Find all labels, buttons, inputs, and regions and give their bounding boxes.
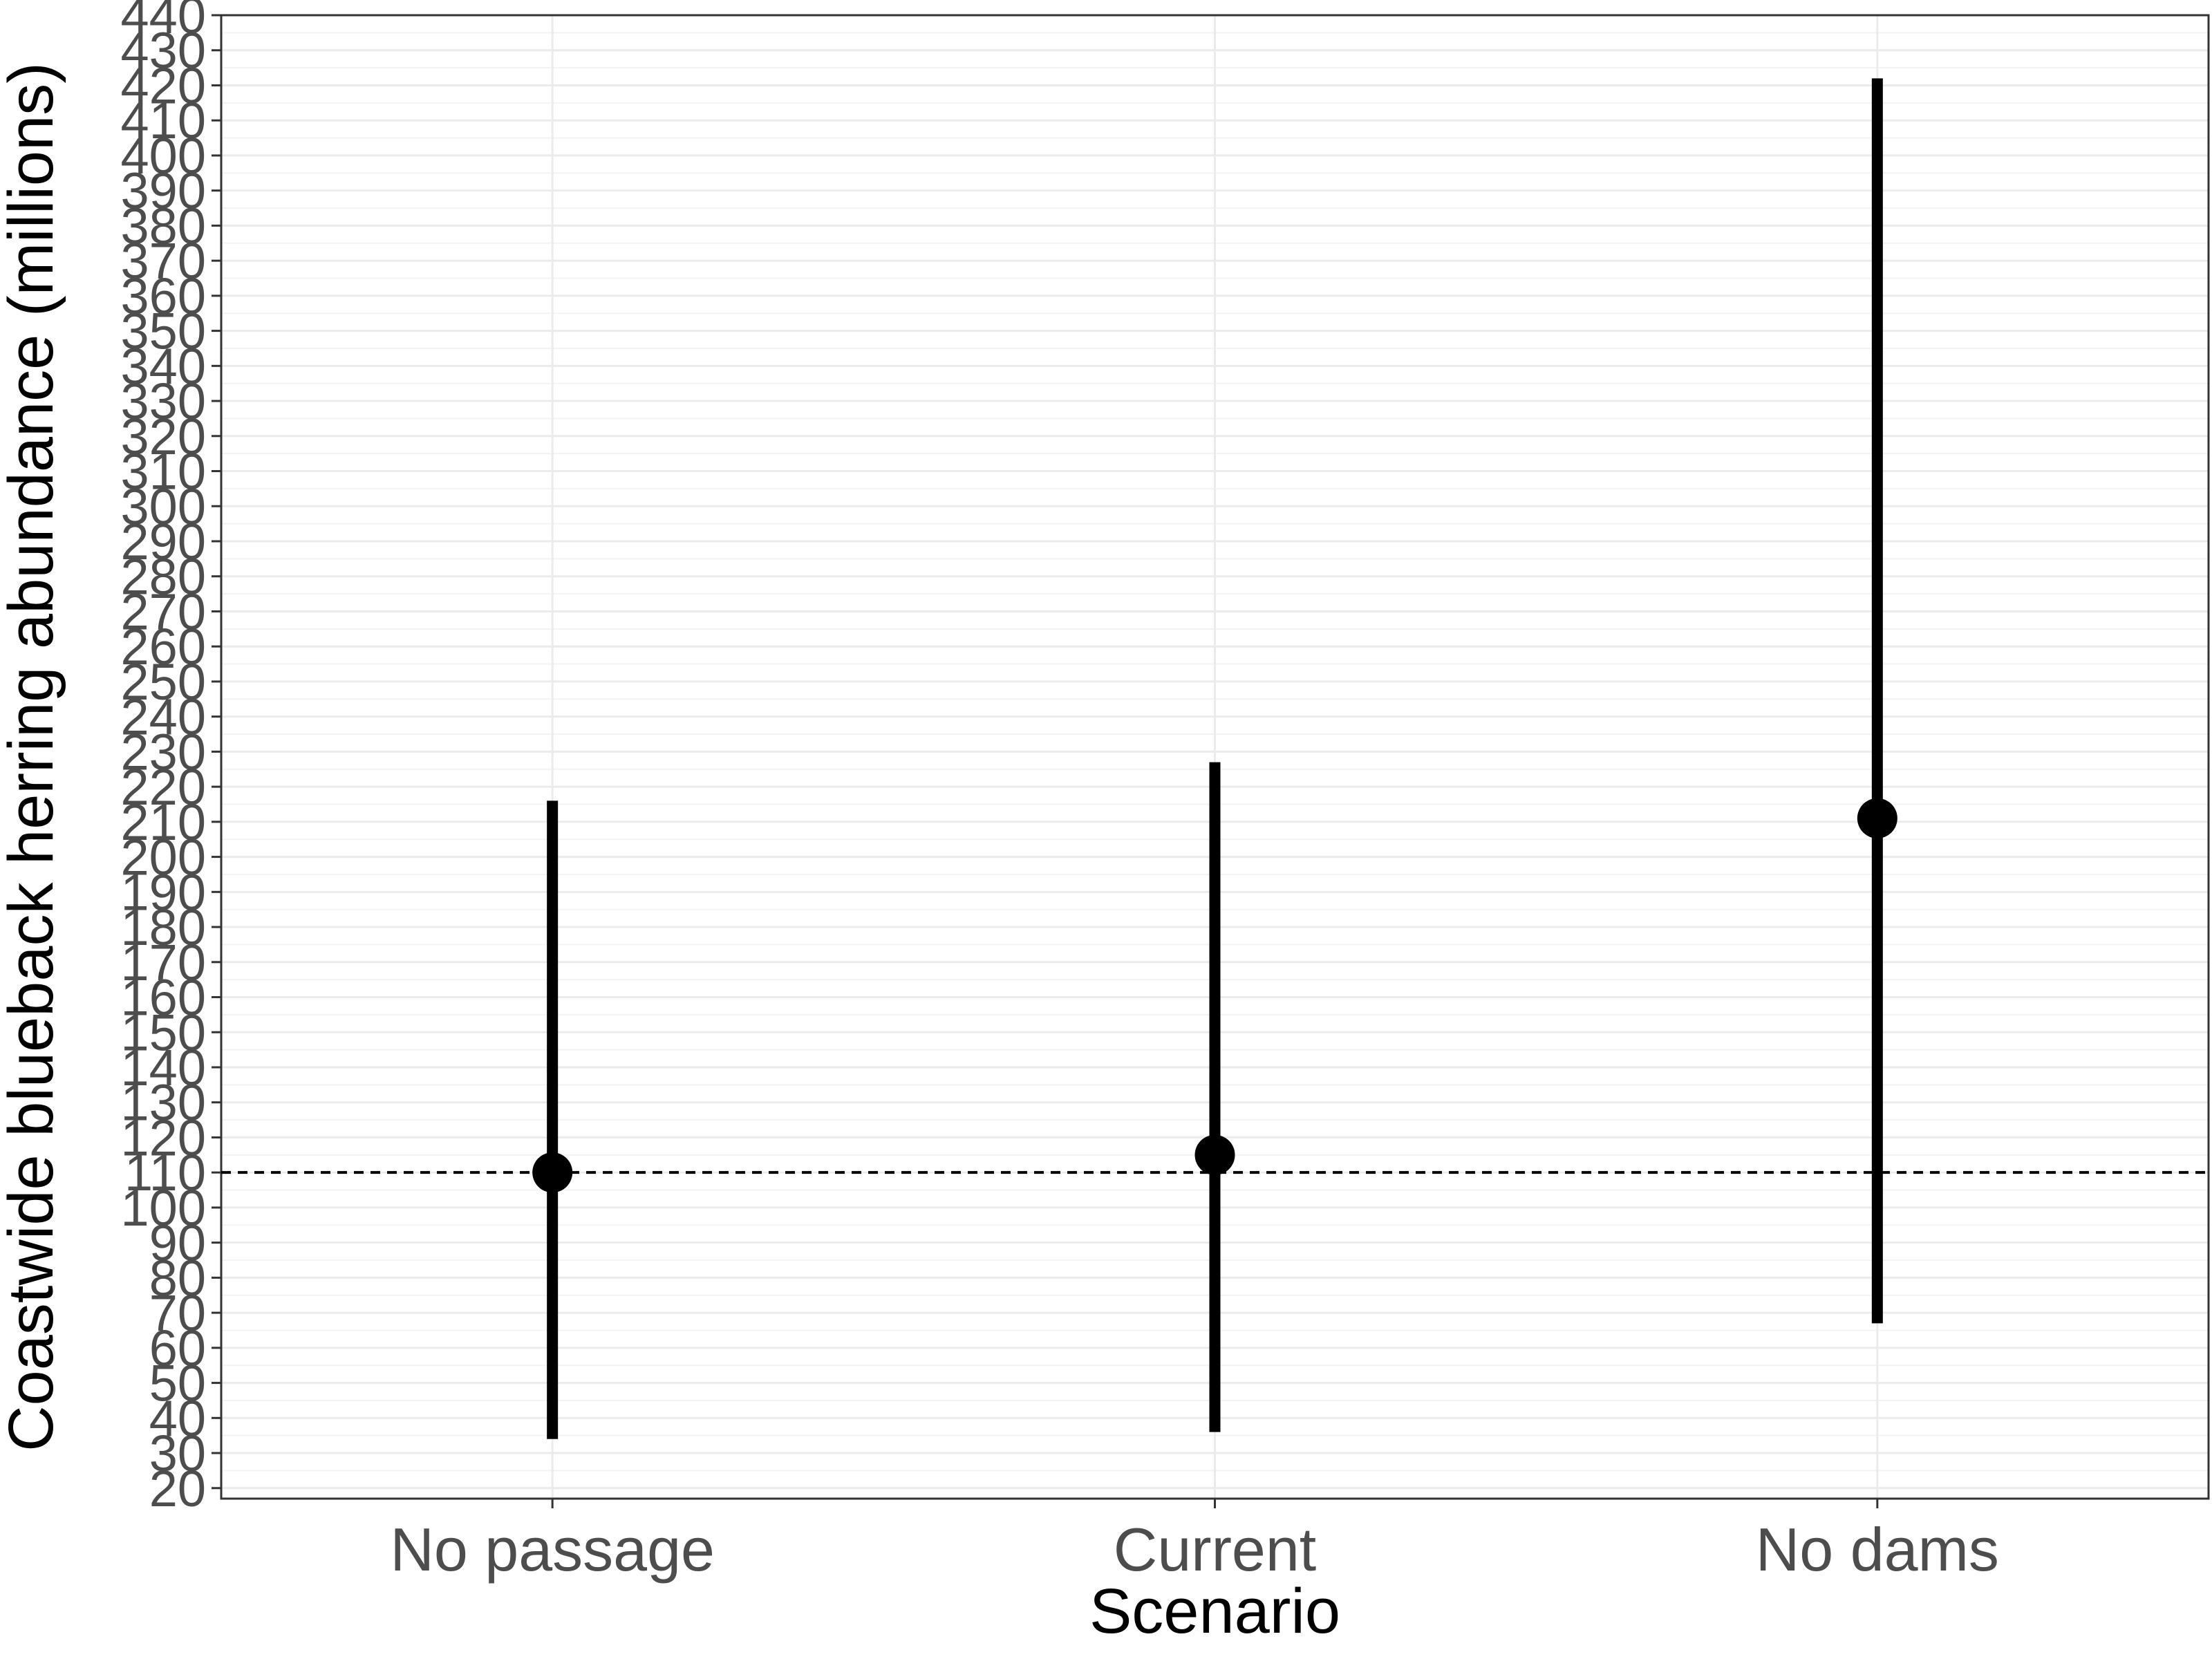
- y-tick-label: 310: [121, 443, 206, 500]
- y-tick-label: 220: [121, 758, 206, 816]
- y-tick-label: 260: [121, 618, 206, 675]
- y-tick-label: 160: [121, 969, 206, 1027]
- y-tick-label: 270: [121, 583, 206, 640]
- data-point: [1857, 798, 1897, 838]
- y-tick-label: 100: [121, 1179, 206, 1237]
- y-tick-label: 350: [121, 303, 206, 360]
- y-tick-label: 170: [121, 934, 206, 991]
- y-tick-label: 420: [121, 57, 206, 114]
- y-tick-label: 50: [149, 1355, 206, 1412]
- y-tick-label: 280: [121, 548, 206, 606]
- x-axis: No passage Current No dams: [390, 1499, 1999, 1584]
- y-tick-label: 200: [121, 829, 206, 886]
- data-point: [1194, 1134, 1235, 1175]
- y-tick-label: 110: [124, 1144, 206, 1201]
- y-tick-label: 150: [121, 1004, 206, 1061]
- y-tick-label: 20: [149, 1460, 206, 1517]
- y-tick-label: 120: [121, 1109, 206, 1166]
- y-axis-title: Coastwide blueback herring abundance (mi…: [0, 62, 66, 1452]
- y-tick-label: 140: [121, 1039, 206, 1096]
- y-tick-label: 440: [121, 0, 206, 44]
- y-tick-label: 80: [149, 1249, 206, 1306]
- y-tick-label: 390: [121, 162, 206, 220]
- y-tick-label: 250: [121, 653, 206, 711]
- y-tick-label: 40: [149, 1389, 206, 1447]
- data-point: [532, 1152, 573, 1193]
- y-tick-label: 290: [121, 513, 206, 570]
- y-tick-label: 360: [121, 268, 206, 325]
- x-tick-label: Current: [1114, 1515, 1316, 1584]
- y-tick-label: 210: [121, 794, 206, 851]
- y-tick-label: 190: [121, 863, 206, 921]
- y-tick-label: 30: [149, 1425, 206, 1482]
- y-tick-label: 300: [121, 478, 206, 535]
- data-marks: [532, 78, 1897, 1439]
- y-axis: 2030405060708090100110120130140150160170…: [121, 0, 221, 1517]
- y-tick-label: 90: [149, 1215, 206, 1272]
- x-axis-title: Scenario: [1089, 1576, 1340, 1647]
- y-tick-label: 400: [121, 127, 206, 185]
- y-tick-label: 180: [121, 899, 206, 956]
- y-tick-label: 60: [149, 1320, 206, 1377]
- y-tick-label: 240: [121, 688, 206, 746]
- y-tick-label: 70: [149, 1284, 206, 1342]
- y-tick-label: 380: [121, 197, 206, 254]
- y-tick-label: 320: [121, 408, 206, 465]
- y-tick-label: 430: [121, 22, 206, 79]
- y-tick-label: 410: [121, 92, 206, 149]
- y-tick-label: 330: [121, 373, 206, 430]
- y-tick-label: 230: [121, 723, 206, 780]
- y-tick-label: 130: [121, 1074, 206, 1132]
- y-tick-label: 370: [121, 232, 206, 290]
- x-tick-label: No dams: [1756, 1515, 1999, 1584]
- x-tick-label: No passage: [390, 1515, 715, 1584]
- y-tick-label: 340: [121, 337, 206, 395]
